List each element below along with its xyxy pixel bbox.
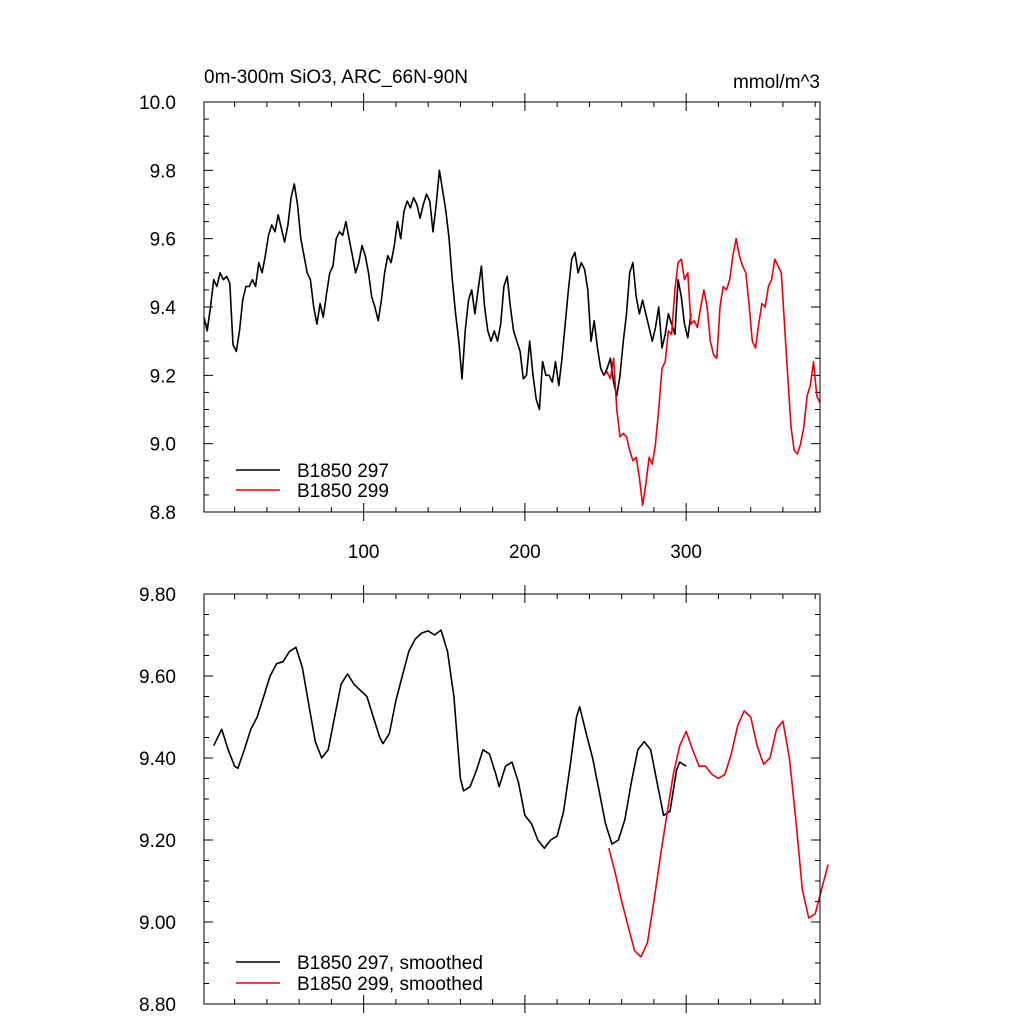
bottom-ytick-label: 9.60 [139, 667, 176, 688]
bottom-ytick-label: 8.80 [139, 995, 176, 1016]
top-axis-ticks: 8.8 9.0 9.2 9.4 9.6 9.8 10.0 100 200 300 [139, 93, 820, 563]
bottom-series-lines [212, 629, 829, 958]
top-series-line-1 [203, 169, 692, 411]
bottom-axis-ticks: 8.80 9.00 9.20 9.40 9.60 9.80 [139, 585, 820, 1016]
bottom-legend: B1850 297, smoothed B1850 299, smoothed [236, 953, 483, 995]
top-ytick-label: 10.0 [139, 93, 176, 114]
bottom-series-line-1 [212, 629, 687, 849]
top-plot-frame [203, 101, 821, 513]
top-chart-panel: 0m-300m SiO3, ARC_66N-90N mmol/m^3 8.8 9.… [139, 67, 821, 563]
top-chart-title: 0m-300m SiO3, ARC_66N-90N [204, 67, 468, 88]
top-ytick-label: 8.8 [150, 503, 176, 524]
bottom-chart-panel: 8.80 9.00 9.20 9.40 9.60 9.80 B1850 297, smoo… [139, 585, 829, 1016]
top-ytick-label: 9.2 [150, 366, 176, 387]
legend-label-b1850-297: B1850 297 [297, 461, 389, 482]
top-xtick-label: 200 [509, 542, 541, 563]
legend-label-b1850-297-smoothed: B1850 297, smoothed [297, 953, 483, 974]
bottom-ytick-label: 9.40 [139, 749, 176, 770]
bottom-series-line-2 [608, 710, 829, 958]
top-series-lines [203, 169, 821, 506]
top-series-line-2 [603, 237, 821, 506]
top-ytick-label: 9.8 [150, 161, 176, 182]
top-ytick-label: 9.0 [150, 435, 176, 456]
bottom-ytick-label: 9.20 [139, 831, 176, 852]
top-xtick-label: 300 [670, 542, 702, 563]
top-ytick-label: 9.6 [150, 230, 176, 251]
top-chart-units: mmol/m^3 [733, 72, 820, 93]
top-legend: B1850 297 B1850 299 [236, 461, 389, 502]
top-ytick-label: 9.4 [150, 298, 177, 319]
bottom-plot-frame [203, 593, 821, 1005]
legend-label-b1850-299: B1850 299 [297, 481, 389, 502]
legend-label-b1850-299-smoothed: B1850 299, smoothed [297, 974, 483, 995]
bottom-ytick-label: 9.00 [139, 913, 176, 934]
top-xtick-label: 100 [348, 542, 380, 563]
bottom-ytick-label: 9.80 [139, 585, 176, 606]
